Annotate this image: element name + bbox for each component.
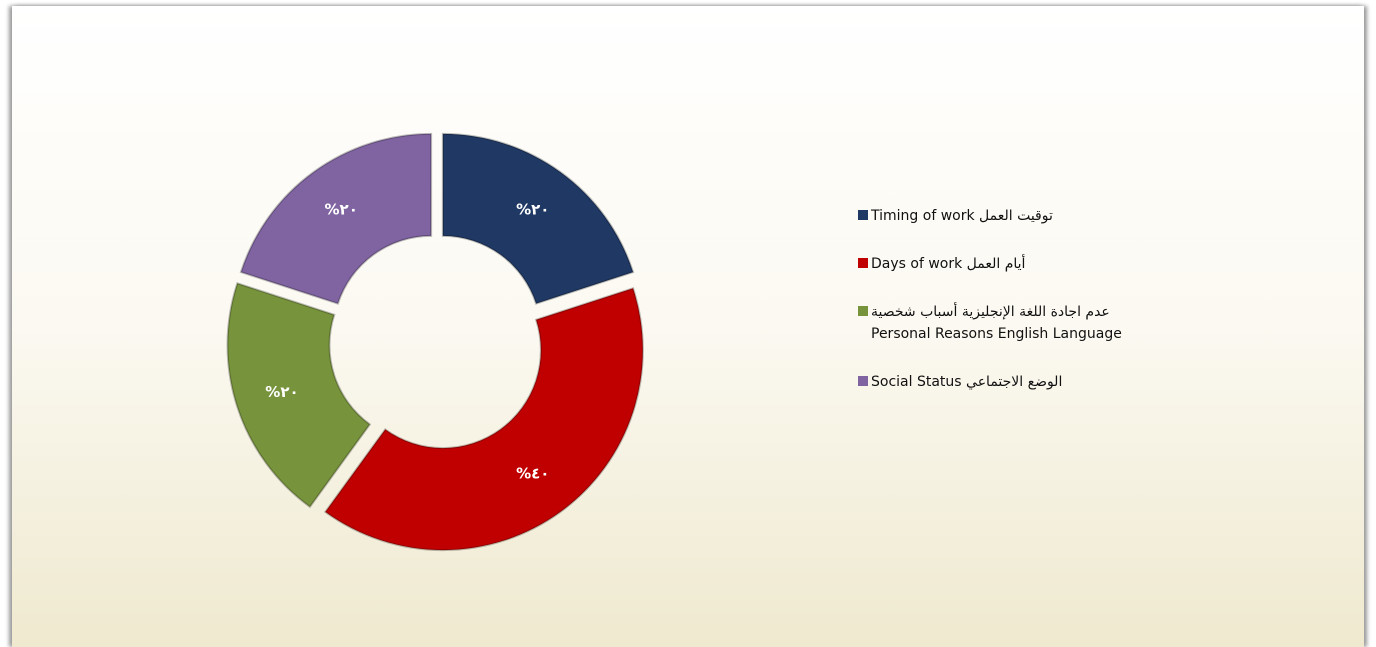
- donut-slice: [441, 132, 635, 305]
- legend-item: أيام العمل Days of work: [858, 253, 1218, 275]
- legend-swatch: [858, 258, 868, 268]
- donut-slice: [226, 282, 372, 509]
- donut-slice: [323, 287, 644, 552]
- legend-item: الوضع الاجتماعي Social Status: [858, 371, 1218, 393]
- legend-swatch: [858, 306, 868, 316]
- legend-swatch: [858, 376, 868, 386]
- legend-label: الوضع الاجتماعي Social Status: [871, 374, 1063, 390]
- legend-item: توقيت العمل Timing of work: [858, 205, 1218, 227]
- donut-slice: [239, 132, 433, 305]
- legend-label: توقيت العمل Timing of work: [871, 208, 1053, 224]
- legend: توقيت العمل Timing of work أيام العمل Day…: [858, 205, 1218, 419]
- legend-swatch: [858, 210, 868, 220]
- data-label: %٢٠: [325, 201, 358, 219]
- data-label: %٤٠: [516, 464, 549, 482]
- data-label: %٢٠: [516, 201, 549, 219]
- legend-label: عدم اجادة اللغة الإنجليزية أسباب شخصية P…: [871, 304, 1122, 342]
- legend-item: عدم اجادة اللغة الإنجليزية أسباب شخصية P…: [858, 301, 1218, 345]
- legend-label: أيام العمل Days of work: [871, 256, 1026, 272]
- data-label: %٢٠: [265, 383, 298, 401]
